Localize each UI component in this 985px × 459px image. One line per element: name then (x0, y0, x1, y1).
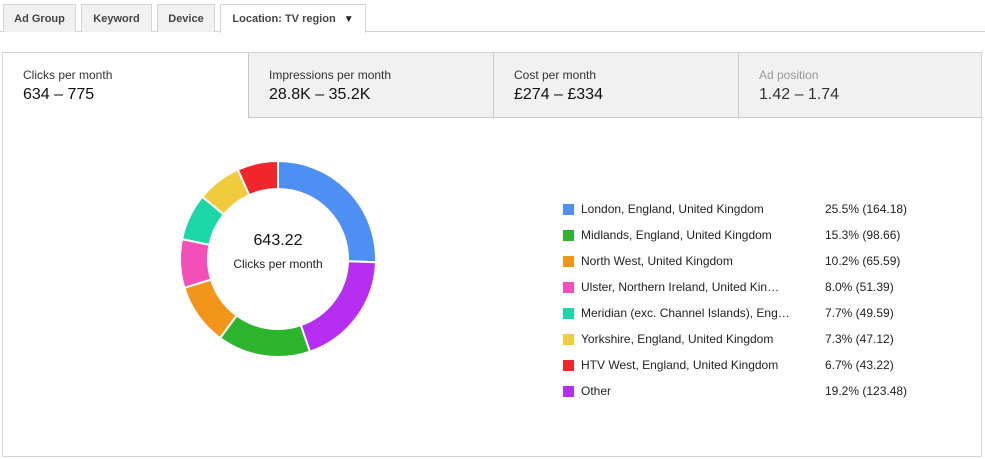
legend-value: 25.5% (164.18) (825, 202, 908, 216)
top-tab-bar: Ad Group Keyword Device Location: TV reg… (0, 4, 985, 33)
legend-swatch (563, 334, 574, 345)
donut-slice-1[interactable] (299, 260, 377, 353)
legend-item[interactable]: Yorkshire, England, United Kingdom 7.3% (… (563, 332, 963, 358)
legend-label: Meridian (exc. Channel Islands), Eng… (581, 306, 790, 320)
legend-value: 7.3% (47.12) (825, 332, 894, 346)
legend-item[interactable]: Other 19.2% (123.48) (563, 384, 963, 410)
tab-label: Keyword (93, 12, 140, 25)
legend-label: Midlands, England, United Kingdom (581, 228, 772, 242)
legend-label: London, England, United Kingdom (581, 202, 764, 216)
chart-legend: London, England, United Kingdom 25.5% (16… (563, 202, 963, 410)
metric-label: Impressions per month (269, 68, 392, 82)
tab-label: Ad Group (14, 12, 65, 25)
metric-tab-ad-position[interactable]: Ad position 1.42 – 1.74 (738, 53, 981, 118)
legend-item[interactable]: Meridian (exc. Channel Islands), Eng… 7.7… (563, 306, 963, 332)
metric-value: 28.8K – 35.2K (269, 86, 371, 103)
tab-label: Device (168, 12, 204, 25)
legend-value: 6.7% (43.22) (825, 358, 894, 372)
metric-tab-impressions[interactable]: Impressions per month 28.8K – 35.2K (248, 53, 493, 118)
dropdown-caret-icon[interactable]: ▼ (343, 13, 354, 25)
donut-slice-7[interactable] (236, 159, 279, 197)
metric-value: 634 – 775 (23, 86, 95, 103)
legend-label: HTV West, England, United Kingdom (581, 358, 779, 372)
tab-location-tv-region[interactable]: Location: TV region ▼ (220, 4, 366, 33)
tab-bar-rule (0, 31, 985, 32)
legend-swatch (563, 360, 574, 371)
donut-svg (179, 159, 377, 358)
legend-item[interactable]: HTV West, England, United Kingdom 6.7% (4… (563, 358, 963, 384)
legend-item[interactable]: London, England, United Kingdom 25.5% (16… (563, 202, 963, 228)
legend-swatch (563, 230, 574, 241)
legend-swatch (563, 386, 574, 397)
legend-label: Yorkshire, England, United Kingdom (581, 332, 774, 346)
tab-label: Location: TV region (232, 13, 336, 25)
legend-label: Other (581, 384, 612, 398)
legend-swatch (563, 308, 574, 319)
legend-value: 15.3% (98.66) (825, 228, 901, 242)
legend-value: 7.7% (49.59) (825, 306, 894, 320)
tab-ad-group[interactable]: Ad Group (3, 4, 76, 32)
donut-chart: 643.22 Clicks per month (178, 159, 378, 359)
legend-swatch (563, 256, 574, 267)
tab-keyword[interactable]: Keyword (81, 4, 152, 32)
metric-value: 1.42 – 1.74 (759, 86, 840, 103)
legend-swatch (563, 282, 574, 293)
legend-value: 19.2% (123.48) (825, 384, 908, 398)
legend-label: Ulster, Northern Ireland, United Kin… (581, 280, 780, 294)
legend-value: 8.0% (51.39) (825, 280, 894, 294)
metric-tab-clicks[interactable]: Clicks per month 634 – 775 (3, 53, 248, 118)
tab-device[interactable]: Device (157, 4, 215, 32)
donut-slice-2[interactable] (218, 314, 312, 358)
stats-panel: Clicks per month 634 – 775 Impressions p… (2, 52, 982, 457)
legend-item[interactable]: Ulster, Northern Ireland, United Kin… 8.0… (563, 280, 963, 306)
donut-center-value: 643.22 (253, 232, 303, 249)
metric-value: £274 – £334 (514, 86, 603, 103)
metric-label: Cost per month (514, 68, 597, 82)
legend-item[interactable]: Midlands, England, United Kingdom 15.3% (… (563, 228, 963, 254)
metric-label: Clicks per month (23, 68, 113, 82)
metric-tab-cost[interactable]: Cost per month £274 – £334 (493, 53, 738, 118)
legend-label: North West, United Kingdom (581, 254, 733, 268)
donut-center-label: Clicks per month (233, 257, 323, 271)
legend-value: 10.2% (65.59) (825, 254, 901, 268)
legend-swatch (563, 204, 574, 215)
metric-label: Ad position (759, 68, 819, 82)
legend-item[interactable]: North West, United Kingdom 10.2% (65.59) (563, 254, 963, 280)
